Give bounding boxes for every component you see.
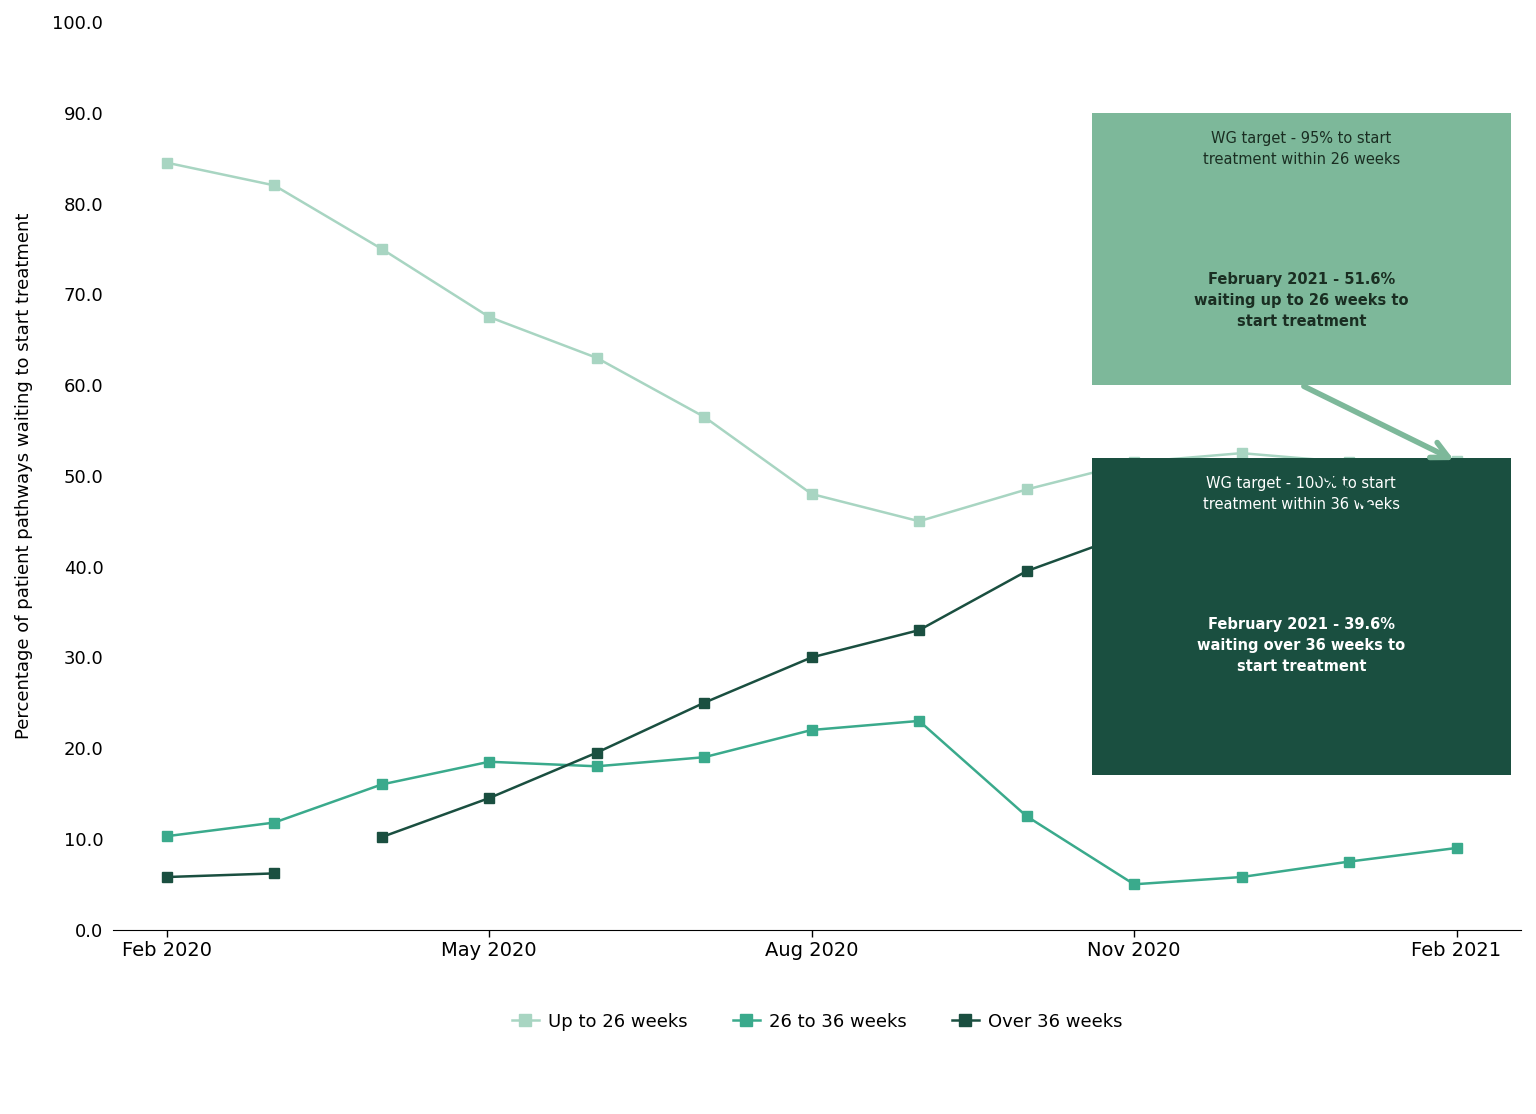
Text: February 2021 - 51.6%
waiting up to 26 weeks to
start treatment: February 2021 - 51.6% waiting up to 26 w… [1193,272,1409,329]
Bar [1092,113,1511,385]
Y-axis label: Percentage of patient pathways waiting to start treatment: Percentage of patient pathways waiting t… [15,213,32,739]
Legend: Up to 26 weeks, 26 to 36 weeks, Over 36 weeks: Up to 26 weeks, 26 to 36 weeks, Over 36 … [504,1006,1129,1038]
Bar [1092,458,1511,775]
Text: February 2021 - 39.6%
waiting over 36 weeks to
start treatment: February 2021 - 39.6% waiting over 36 we… [1197,616,1405,674]
Text: WG target - 100% to start
treatment within 36 weeks: WG target - 100% to start treatment with… [1203,476,1399,511]
Text: WG target - 95% to start
treatment within 26 weeks: WG target - 95% to start treatment withi… [1203,131,1399,167]
